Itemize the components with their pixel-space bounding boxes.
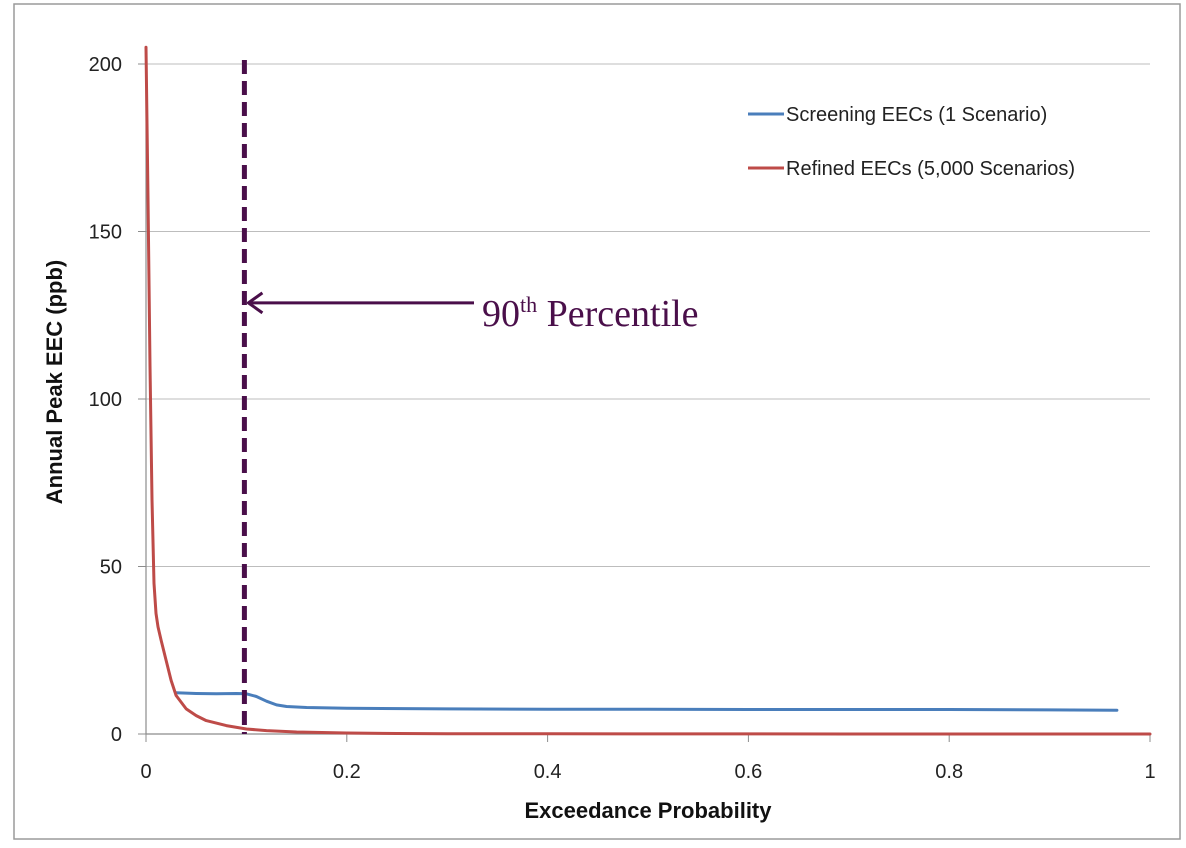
legend-label-screening: Screening EECs (1 Scenario) (786, 104, 1047, 126)
y-axis-title: Annual Peak EEC (ppb) (42, 260, 67, 504)
y-tick-label-100: 100 (89, 389, 122, 411)
series-lines (144, 45, 1152, 736)
percentile-annotation (241, 60, 474, 734)
percentile-label-word: Percentile (537, 293, 698, 335)
chart-border (13, 3, 1181, 840)
legend: Screening EECs (1 Scenario) Refined EECs… (748, 104, 1075, 180)
x-tick-label-4: 0.8 (935, 761, 963, 783)
x-tick-label-2: 0.4 (534, 761, 562, 783)
percentile-label-number: 90 (482, 293, 520, 335)
percentile-arrow-head (246, 291, 264, 315)
grid-lines (146, 63, 1150, 567)
y-tick-label-0: 0 (111, 724, 122, 746)
series-line-refined (144, 45, 1152, 736)
x-tick-label-0: 0 (140, 761, 151, 783)
x-tick-label-3: 0.6 (734, 761, 762, 783)
percentile-label: 90th Percentile (482, 292, 699, 335)
y-tick-label-50: 50 (100, 557, 122, 579)
tick-labels: 0 50 100 150 200 0 0.2 0.4 0.6 0.8 1 (89, 54, 1156, 783)
x-tick-label-5: 1 (1144, 761, 1155, 783)
percentile-label-suffix: th (520, 292, 537, 317)
y-tick-label-200: 200 (89, 54, 122, 76)
x-axis-title: Exceedance Probability (525, 798, 773, 823)
series-line-screening (174, 691, 1119, 712)
x-tick-label-1: 0.2 (333, 761, 361, 783)
legend-label-refined: Refined EECs (5,000 Scenarios) (786, 158, 1075, 180)
y-tick-label-150: 150 (89, 222, 122, 244)
